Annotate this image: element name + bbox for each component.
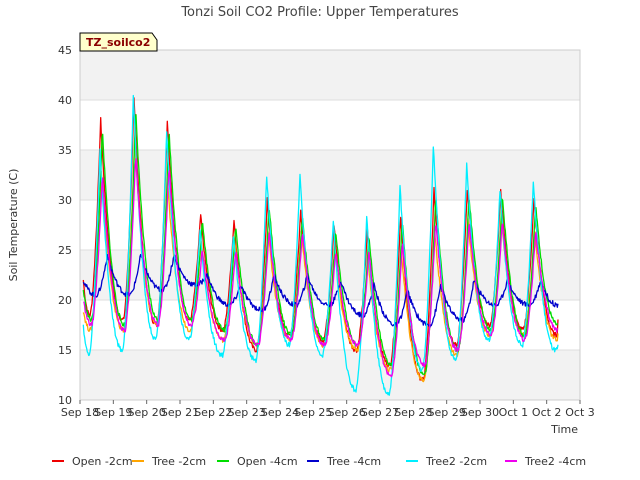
y-tick-label: 35: [58, 144, 72, 157]
x-tick-label: Sep 27: [361, 406, 399, 419]
x-tick-label: Sep 26: [328, 406, 366, 419]
series-layer: [82, 94, 559, 396]
series-line-4: [82, 94, 559, 396]
site-label-text: TZ_soilco2: [86, 36, 150, 49]
y-tick-label: 30: [58, 194, 72, 207]
site-label-box: TZ_soilco2: [79, 32, 158, 52]
x-tick-label: Sep 21: [161, 406, 199, 419]
x-tick-label: Sep 25: [294, 406, 332, 419]
x-tick-label: Sep 19: [94, 406, 132, 419]
legend-label: Tree2 -2cm: [425, 455, 487, 468]
y-axis-label: Soil Temperature (C): [7, 169, 20, 282]
y-tick-label: 25: [58, 244, 72, 257]
x-tick-label: Sep 22: [194, 406, 232, 419]
legend-label: Open -2cm: [72, 455, 133, 468]
x-tick-label: Oct 1: [499, 406, 529, 419]
chart-title: Tonzi Soil CO2 Profile: Upper Temperatur…: [180, 5, 459, 20]
plot-band: [80, 350, 580, 400]
y-tick-label: 10: [58, 394, 72, 407]
x-tick-label: Sep 23: [228, 406, 266, 419]
x-tick-label: Sep 20: [128, 406, 166, 419]
series-line-5: [83, 158, 559, 378]
x-tick-label: Sep 24: [261, 406, 299, 419]
y-tick-label: 15: [58, 344, 72, 357]
legend-label: Tree2 -4cm: [524, 455, 586, 468]
y-tick-label: 45: [58, 44, 72, 57]
plot-band: [80, 50, 580, 100]
plot-band: [80, 150, 580, 200]
x-tick-label: Sep 28: [394, 406, 432, 419]
legend-label: Tree -2cm: [151, 455, 206, 468]
x-tick-label: Oct 3: [565, 406, 595, 419]
y-tick-label: 40: [58, 94, 72, 107]
y-axis-ticks: 10 15 20 25 30 35 40 45: [58, 44, 72, 407]
y-tick-label: 20: [58, 294, 72, 307]
site-label-shape: [79, 32, 158, 52]
series-line-2: [82, 114, 559, 376]
legend: Open -2cm Tree -2cm Open -4cm Tree -4cm Tree…: [52, 455, 586, 468]
x-tick-label: Oct 2: [532, 406, 562, 419]
x-tick-label: Sep 18: [61, 406, 99, 419]
plot-bands: [80, 50, 580, 400]
x-tick-label: Sep 30: [461, 406, 499, 419]
plot-frame: [79, 49, 581, 401]
x-axis-label: Time: [550, 423, 578, 436]
legend-label: Open -4cm: [237, 455, 298, 468]
x-tick-label: Sep 29: [428, 406, 466, 419]
legend-label: Tree -4cm: [326, 455, 381, 468]
